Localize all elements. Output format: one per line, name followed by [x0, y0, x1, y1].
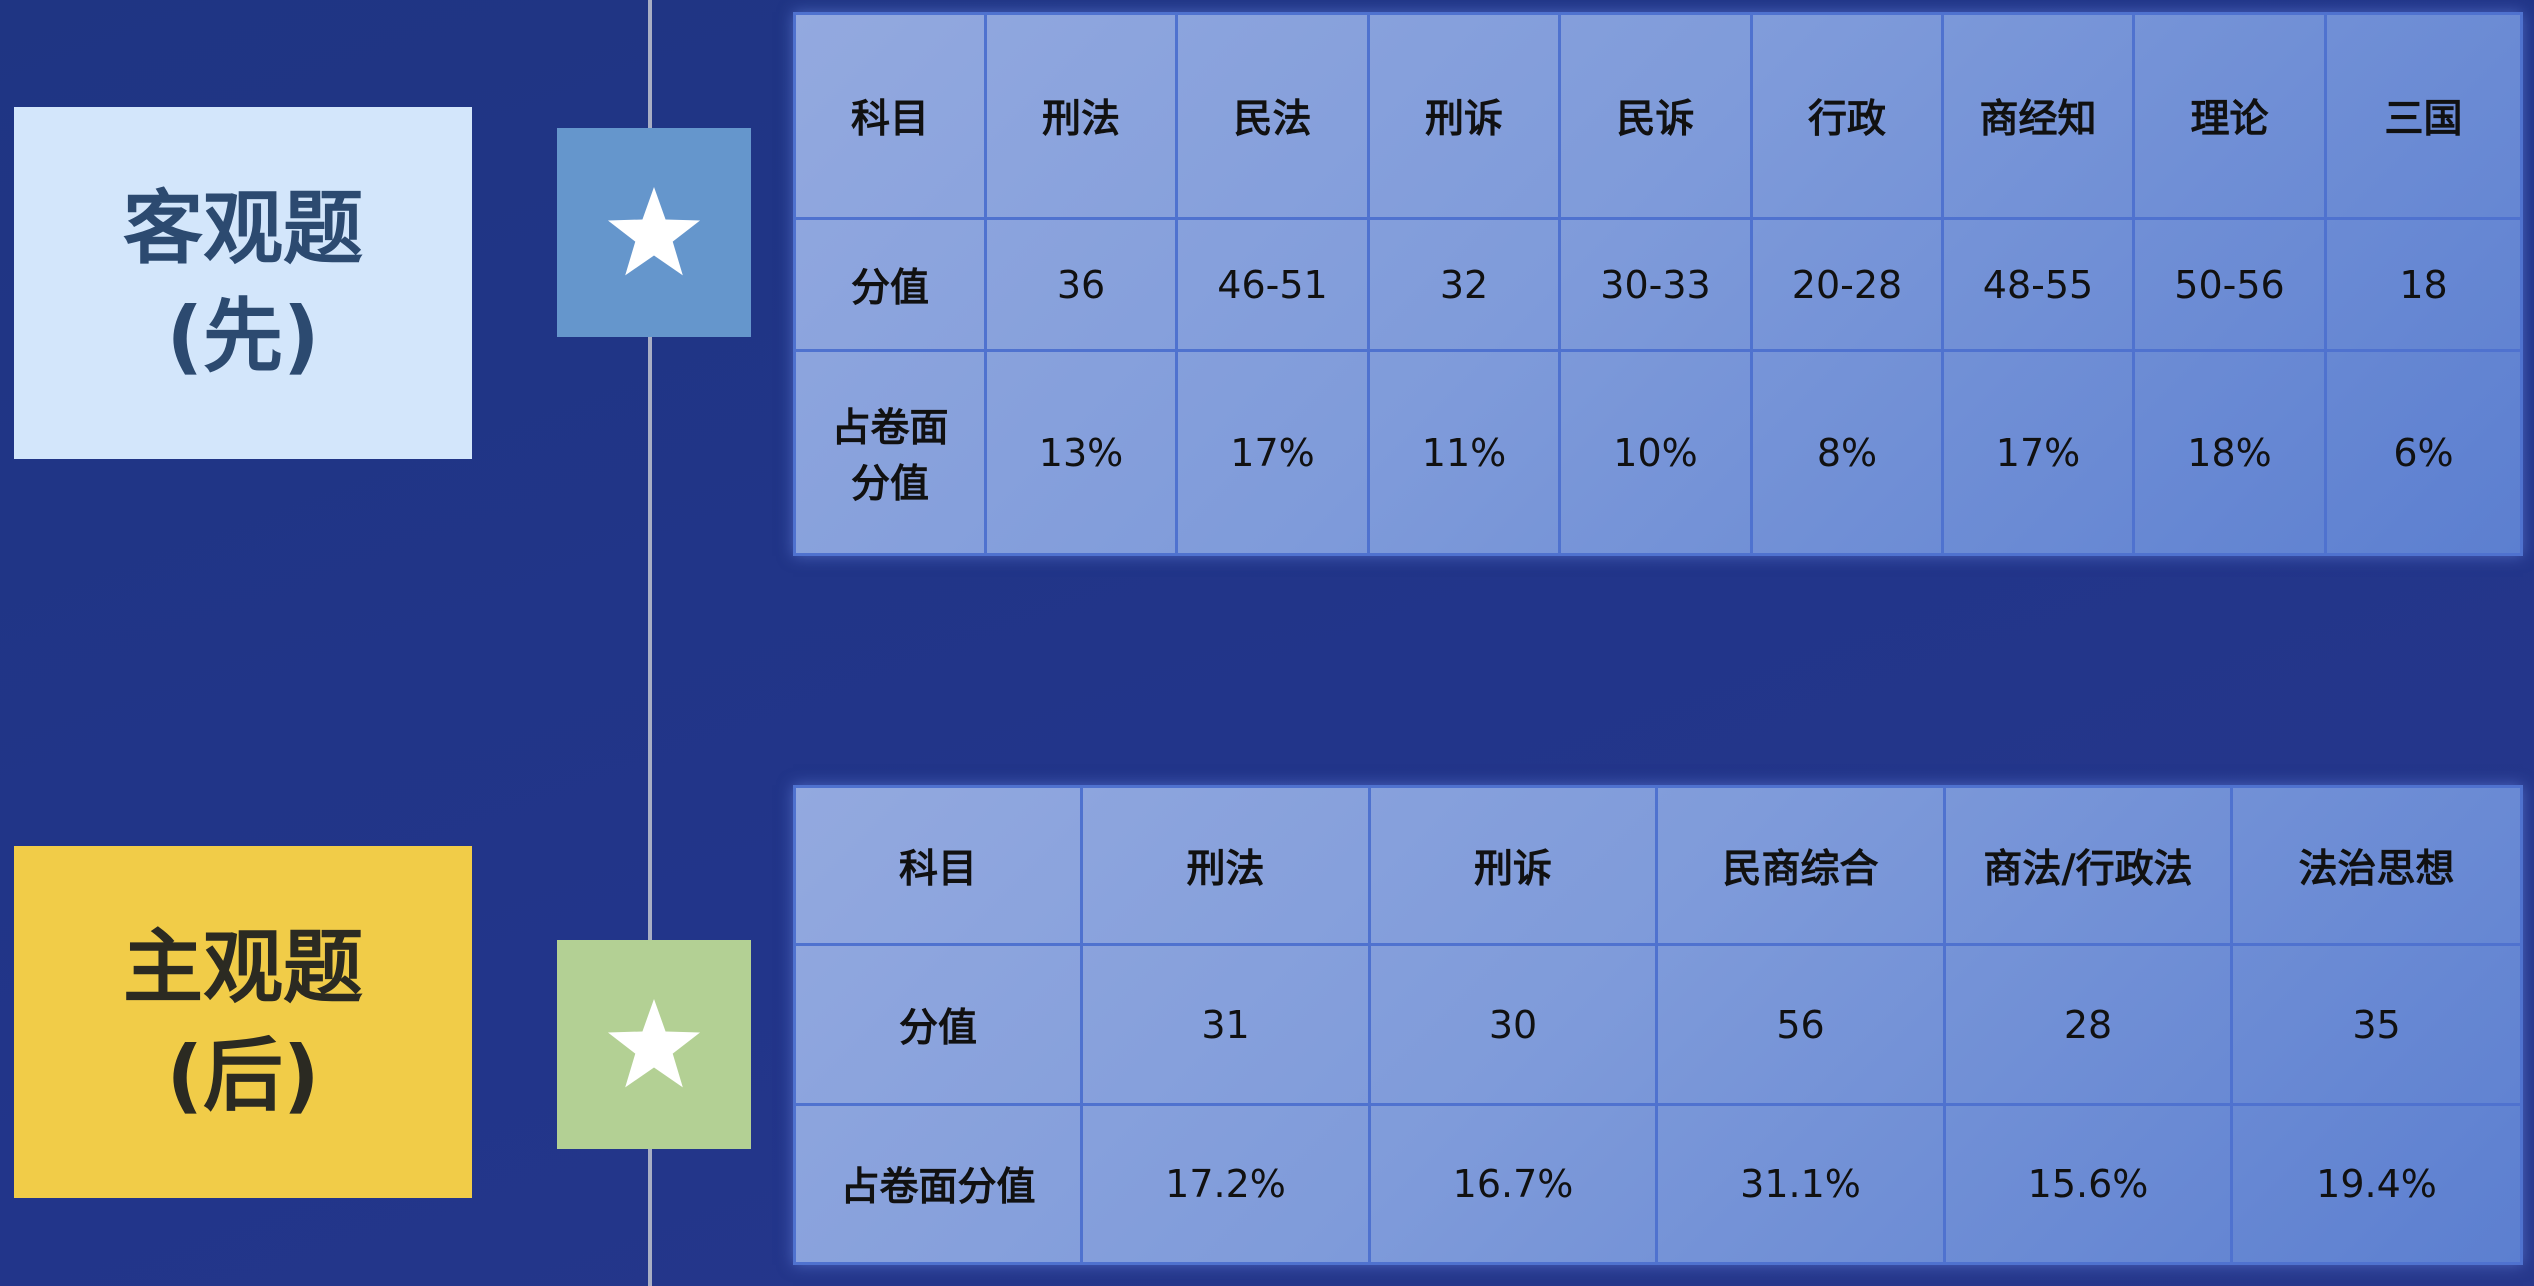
table-cell: 15.6% [1943, 1103, 2233, 1265]
table-cell: 17% [1175, 349, 1370, 556]
table-cell: 28 [1943, 943, 2233, 1106]
table-cell: 46-51 [1175, 217, 1370, 352]
table-cell: 18 [2324, 217, 2523, 352]
table-cell: 31.1% [1655, 1103, 1946, 1265]
table-cell: 8% [1750, 349, 1944, 556]
table-row: 占卷面 分值 13% 17% 11% 10% 8% 17% 18% 6% [793, 349, 2523, 556]
column-header: 民诉 [1558, 12, 1753, 220]
row-label: 占卷面 分值 [793, 349, 987, 556]
timeline-line [648, 0, 652, 1286]
table-cell: 56 [1655, 943, 1946, 1106]
table-row: 占卷面分值 17.2% 16.7% 31.1% 15.6% 19.4% [793, 1103, 2523, 1265]
table-cell: 18% [2132, 349, 2327, 556]
column-header: 三国 [2324, 12, 2523, 220]
star-icon [607, 186, 701, 275]
table-header-row: 科目 刑法 刑诉 民商综合 商法/行政法 法治思想 [793, 785, 2523, 946]
table-cell: 30-33 [1558, 217, 1753, 352]
table-cell: 20-28 [1750, 217, 1944, 352]
table-cell: 16.7% [1368, 1103, 1658, 1265]
table-cell: 19.4% [2230, 1103, 2523, 1265]
objective-score-table: 科目 刑法 民法 刑诉 民诉 行政 商经知 理论 三国 分值 36 46-51 32 30-33 20-28… [793, 12, 2523, 556]
table-cell: 17.2% [1080, 1103, 1371, 1265]
table-cell: 31 [1080, 943, 1371, 1106]
subjective-label: 主观题 (后) [14, 846, 472, 1198]
objective-label-title: 客观题 [123, 182, 363, 275]
table-cell: 17% [1941, 349, 2135, 556]
table-cell: 48-55 [1941, 217, 2135, 352]
column-header: 科目 [793, 785, 1083, 946]
column-header: 刑法 [984, 12, 1178, 220]
subjective-star-marker [557, 940, 751, 1149]
objective-label-order: (先) [166, 290, 320, 383]
column-header: 商法/行政法 [1943, 785, 2233, 946]
row-label: 分值 [793, 217, 987, 352]
table-cell: 30 [1368, 943, 1658, 1106]
column-header: 科目 [793, 12, 987, 220]
column-header: 商经知 [1941, 12, 2135, 220]
table-cell: 6% [2324, 349, 2523, 556]
column-header: 法治思想 [2230, 785, 2523, 946]
table-cell: 11% [1367, 349, 1561, 556]
table-row: 分值 36 46-51 32 30-33 20-28 48-55 50-56 18 [793, 217, 2523, 352]
table-row: 分值 31 30 56 28 35 [793, 943, 2523, 1106]
row-label: 分值 [793, 943, 1083, 1106]
table-cell: 32 [1367, 217, 1561, 352]
subjective-score-table: 科目 刑法 刑诉 民商综合 商法/行政法 法治思想 分值 31 30 56 28 35 占卷面分值 17.… [793, 785, 2523, 1265]
subjective-label-order: (后) [166, 1029, 320, 1122]
column-header: 行政 [1750, 12, 1944, 220]
row-label: 占卷面分值 [793, 1103, 1083, 1265]
column-header: 民法 [1175, 12, 1370, 220]
table-cell: 10% [1558, 349, 1753, 556]
table-cell: 13% [984, 349, 1178, 556]
table-header-row: 科目 刑法 民法 刑诉 民诉 行政 商经知 理论 三国 [793, 12, 2523, 220]
table-cell: 36 [984, 217, 1178, 352]
column-header: 民商综合 [1655, 785, 1946, 946]
column-header: 理论 [2132, 12, 2327, 220]
star-icon [607, 998, 701, 1087]
subjective-label-title: 主观题 [123, 921, 363, 1014]
objective-star-marker [557, 128, 751, 337]
table-cell: 50-56 [2132, 217, 2327, 352]
column-header: 刑诉 [1368, 785, 1658, 946]
column-header: 刑法 [1080, 785, 1371, 946]
objective-label: 客观题 (先) [14, 107, 472, 459]
table-cell: 35 [2230, 943, 2523, 1106]
column-header: 刑诉 [1367, 12, 1561, 220]
